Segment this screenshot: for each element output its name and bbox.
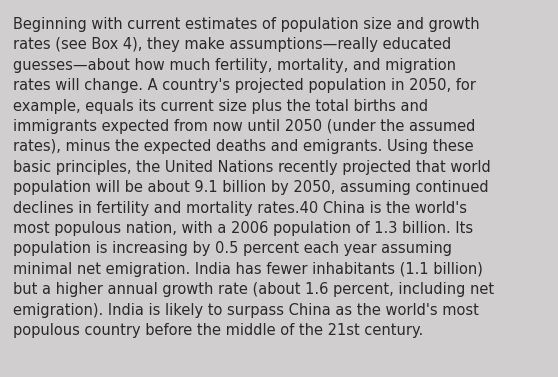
Text: Beginning with current estimates of population size and growth
rates (see Box 4): Beginning with current estimates of popu…: [13, 17, 494, 338]
